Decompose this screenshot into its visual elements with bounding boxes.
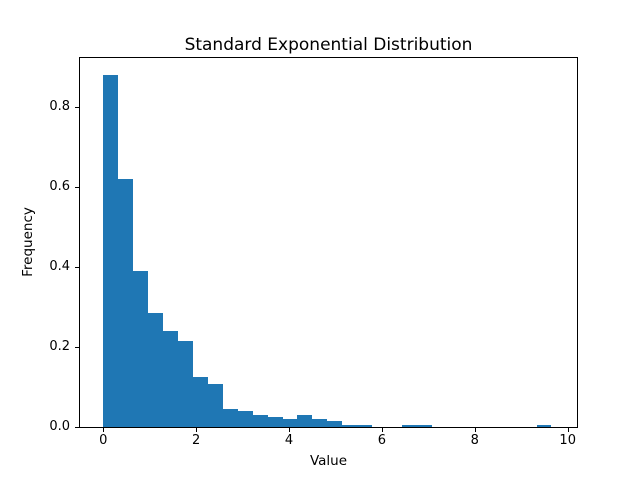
histogram-bar [267,417,283,427]
y-tick-mark [75,186,79,188]
y-tick-label: 0.6 [49,178,70,194]
y-tick-label: 0.2 [49,338,70,354]
x-tick-label: 8 [470,433,479,448]
x-tick-label: 10 [559,433,576,448]
y-tick-label: 0.4 [49,258,70,274]
plot-area [79,57,578,428]
histogram-bar [133,270,149,427]
y-tick-mark [75,266,79,268]
x-tick-label: 0 [99,433,108,448]
histogram-bar [357,424,373,427]
y-tick-mark [75,346,79,348]
histogram-bar [192,376,208,427]
histogram-bar [222,409,238,427]
x-tick-label: 4 [284,433,294,448]
histogram-bar [148,312,163,427]
histogram-bar [297,415,313,427]
chart-title: Standard Exponential Distribution [184,35,473,55]
histogram-bar [312,418,328,427]
x-tick-label: 2 [191,433,201,448]
x-tick-mark [381,428,383,432]
histogram-bar [342,424,358,427]
x-tick-mark [103,428,105,432]
x-tick-label: 6 [377,433,387,448]
x-tick-mark [567,428,569,432]
histogram-bar [162,330,178,427]
histogram-bar [282,419,298,427]
histogram-bar [237,411,253,427]
histogram-bar [402,425,417,427]
x-tick-mark [196,428,198,432]
x-tick-mark [289,428,291,432]
x-axis-label: Value [309,453,348,469]
histogram-bar [252,414,268,427]
histogram-bar [327,420,343,427]
histogram-bar [207,383,223,427]
histogram-bar [536,424,552,427]
y-tick-mark [75,106,79,108]
y-tick-label: 0.8 [49,98,70,114]
x-tick-mark [474,428,476,432]
y-tick-mark [75,427,79,428]
histogram-bar [103,74,119,427]
histogram-bar [118,178,134,427]
y-tick-label: 0.0 [49,419,70,434]
histogram-bar [416,425,432,427]
histogram-bar [177,340,193,427]
